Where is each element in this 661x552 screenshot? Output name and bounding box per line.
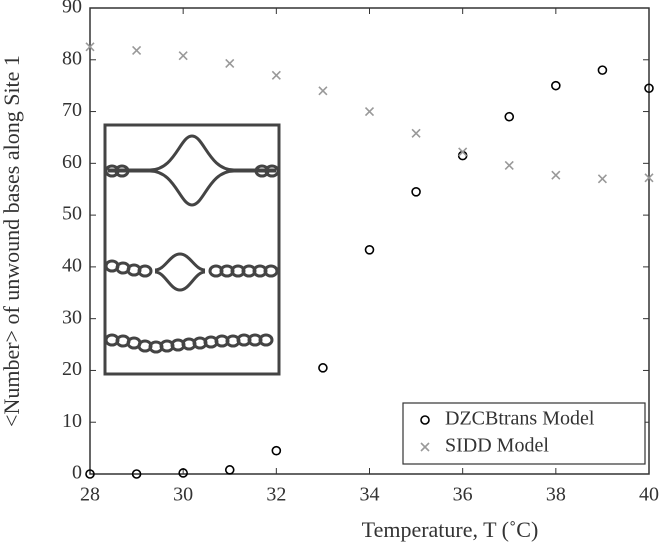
point [644, 83, 654, 94]
legend-box [402, 402, 646, 465]
point [132, 45, 142, 56]
x-tick-label: 30 [173, 484, 193, 506]
point [224, 465, 235, 475]
point [85, 42, 95, 52]
legend-label: DZCBtrans Model [445, 408, 595, 430]
point [458, 147, 468, 157]
y-axis-label: <Number> of unwound bases along Site 1 [0, 55, 24, 427]
point [178, 468, 188, 478]
inset-diagram [103, 123, 281, 376]
point [504, 111, 515, 122]
point [551, 80, 561, 91]
y-tick-label: 40 [62, 254, 82, 276]
x-tick-label: 38 [546, 484, 566, 506]
point [271, 445, 282, 456]
y-tick-label: 10 [62, 410, 82, 432]
point [364, 245, 375, 255]
x-tick-label: 36 [453, 484, 473, 506]
point [318, 86, 328, 96]
point [271, 70, 281, 80]
y-tick-label: 0 [72, 462, 82, 484]
x-axis-label: Temperature, T (˚C) [362, 517, 539, 542]
point [597, 174, 607, 184]
legend-label: SIDD Model [445, 435, 549, 457]
point [318, 363, 328, 373]
point [85, 469, 95, 479]
legend-marker [420, 442, 430, 452]
point [411, 187, 421, 197]
point [644, 173, 654, 183]
x-tick-label: 40 [639, 484, 659, 506]
legend-marker [420, 415, 430, 425]
point [178, 51, 188, 61]
point [225, 58, 235, 68]
y-tick-label: 90 [62, 0, 82, 18]
x-tick-label: 34 [360, 484, 380, 506]
x-tick-label: 32 [266, 484, 286, 506]
point [504, 160, 514, 170]
point [411, 128, 421, 138]
point [597, 65, 608, 75]
point [364, 106, 375, 117]
y-tick-label: 30 [62, 306, 82, 328]
point [551, 170, 561, 180]
y-tick-label: 70 [62, 99, 82, 121]
y-tick-label: 60 [62, 151, 82, 173]
point [131, 469, 142, 479]
y-tick-label: 80 [62, 47, 82, 69]
y-tick-label: 50 [62, 203, 82, 225]
y-tick-label: 20 [62, 358, 82, 380]
x-tick-label: 28 [80, 484, 100, 506]
